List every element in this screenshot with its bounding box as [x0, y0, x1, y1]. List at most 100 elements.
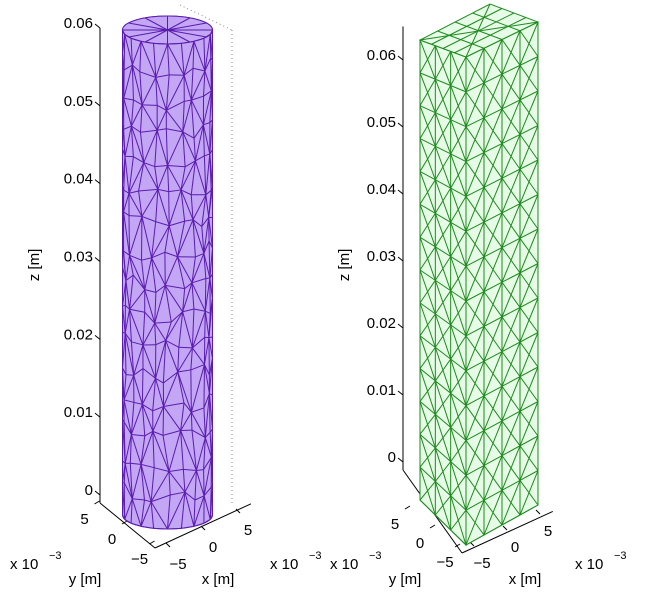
- mesh-edge: [167, 43, 170, 75]
- mesh-edge: [208, 336, 213, 339]
- mesh-edge: [419, 401, 467, 441]
- mesh-edge: [201, 217, 210, 227]
- scale-base: x 10: [10, 556, 38, 573]
- mesh-edge: [419, 380, 436, 402]
- mesh-edge: [177, 347, 193, 373]
- z-tick-label: 0.03: [64, 248, 93, 265]
- mesh-edge: [177, 371, 192, 413]
- mesh-edge: [419, 170, 467, 197]
- mesh-edge: [203, 364, 205, 408]
- mesh-edge: [153, 42, 168, 45]
- mesh-edge: [501, 168, 521, 214]
- mesh-edge: [419, 269, 436, 315]
- z-tick: [94, 179, 101, 185]
- mesh-edge: [165, 128, 169, 166]
- mesh-edge: [483, 108, 503, 153]
- mesh-edge: [151, 251, 166, 259]
- mesh-edge: [182, 131, 186, 167]
- mesh-edge: [205, 153, 211, 195]
- mesh-edge: [434, 414, 452, 462]
- mesh-edge: [139, 132, 145, 163]
- mesh-edge: [129, 275, 134, 310]
- mesh: [122, 4, 233, 530]
- mesh-edge: [139, 41, 142, 72]
- x-tick: [200, 525, 206, 531]
- z-tick: [94, 101, 101, 107]
- mesh-edge: [450, 405, 467, 428]
- mesh-edge: [165, 321, 172, 341]
- mesh-edge: [501, 30, 521, 75]
- mesh-edge: [123, 482, 133, 499]
- mesh-edge: [191, 278, 206, 284]
- mesh-edge: [140, 501, 152, 527]
- mesh-edge: [178, 311, 184, 348]
- mesh-edge: [202, 90, 212, 125]
- mesh-edge: [155, 340, 166, 346]
- mesh-edge: [166, 128, 183, 133]
- mesh-edge: [167, 29, 191, 43]
- mesh-edge: [434, 392, 452, 415]
- mesh-edge: [133, 99, 143, 106]
- mesh-edge: [483, 430, 503, 456]
- mesh-edge: [133, 344, 144, 376]
- mesh-edge: [202, 124, 205, 156]
- mesh-edge: [162, 340, 167, 383]
- mesh-edge: [143, 162, 159, 190]
- mesh-edge: [182, 308, 195, 313]
- mesh-edge: [208, 217, 213, 249]
- z-tick: [94, 23, 101, 29]
- mesh-edge: [182, 282, 193, 312]
- mesh-edge: [208, 240, 213, 249]
- mesh-edge: [182, 101, 185, 132]
- mesh-edge: [180, 43, 185, 76]
- mesh-edge: [151, 225, 170, 259]
- z-tick: [397, 323, 404, 329]
- mesh-edge: [182, 311, 193, 349]
- mesh-edge: [131, 64, 134, 100]
- y-tick: [404, 505, 411, 510]
- mesh-edge: [123, 399, 135, 403]
- mesh-edge: [191, 256, 196, 283]
- mesh-edge: [124, 33, 132, 39]
- mesh-edge: [434, 146, 452, 189]
- mesh-edge: [419, 313, 436, 337]
- mesh-edge: [501, 490, 521, 516]
- mesh-edge: [168, 225, 179, 257]
- mesh-edge: [465, 3, 491, 58]
- mesh-edge: [123, 98, 132, 127]
- mesh-edge: [152, 431, 155, 468]
- mesh-edge: [190, 100, 195, 139]
- mesh-edge: [163, 371, 179, 384]
- mesh-edge: [196, 469, 204, 471]
- mesh-edge: [154, 285, 166, 324]
- mesh-edge: [122, 333, 126, 368]
- mesh-edge: [203, 217, 210, 254]
- mesh-edge: [167, 165, 170, 192]
- mesh-edge: [123, 421, 126, 464]
- mesh-edge: [434, 256, 452, 281]
- mesh-edge: [194, 470, 197, 501]
- z-tick: [397, 457, 404, 463]
- mesh-edge: [139, 104, 143, 133]
- mesh-edge: [419, 466, 436, 516]
- mesh-edge: [124, 126, 132, 157]
- scale-base: x 10: [270, 556, 298, 573]
- mesh-edge: [465, 326, 485, 371]
- mesh-edge: [142, 312, 146, 345]
- mesh-edge: [124, 332, 132, 343]
- mesh-edge: [132, 274, 146, 290]
- mesh-edge: [501, 376, 521, 422]
- mesh-edge: [501, 281, 521, 308]
- mesh-edge: [123, 375, 135, 401]
- mesh-edge: [163, 371, 179, 407]
- mesh-edge: [204, 70, 212, 92]
- mesh-edge: [501, 143, 521, 170]
- mesh-edge: [155, 284, 166, 293]
- mesh-edge: [450, 196, 467, 223]
- mesh-edge: [465, 187, 485, 232]
- mesh-edge: [208, 240, 211, 279]
- mesh-edge: [419, 335, 436, 382]
- mesh-edge: [434, 187, 452, 214]
- mesh-edge: [205, 194, 210, 218]
- x-tick-label: −5: [473, 555, 490, 572]
